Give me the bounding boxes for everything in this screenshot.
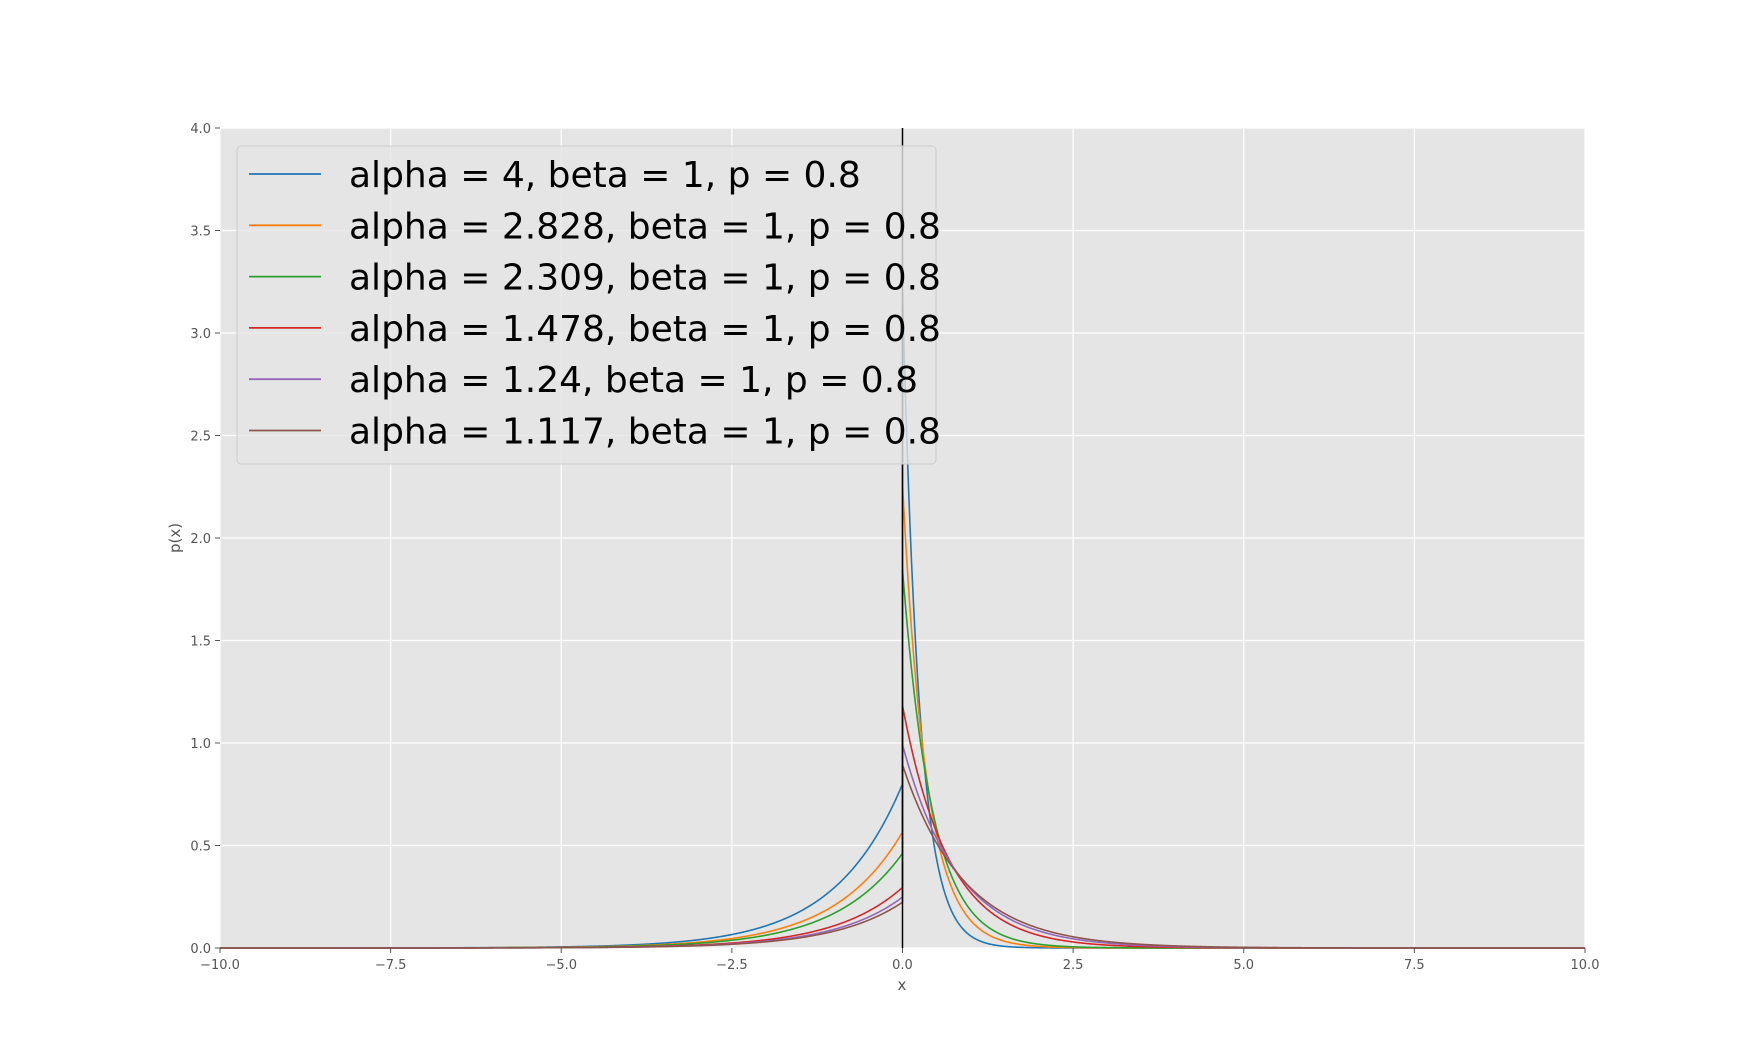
legend: alpha = 4, beta = 1, p = 0.8 alpha = 2.82…	[236, 145, 941, 465]
legend-label: alpha = 1.117, beta = 1, p = 0.8	[349, 412, 941, 453]
y-tick-label: 0.5	[190, 840, 211, 855]
legend-box	[236, 145, 937, 465]
y-tick-label: 1.0	[190, 737, 211, 752]
y-tick-label: 3.0	[190, 327, 211, 342]
x-tick-label: 5.0	[1233, 958, 1254, 973]
y-tick-label: 2.0	[190, 532, 211, 547]
x-axis-ticks: −10.0 −7.5 −5.0 −2.5 0.0 2.5 5.0 7.5 10.0	[200, 948, 1599, 973]
legend-label: alpha = 2.828, beta = 1, p = 0.8	[349, 206, 941, 247]
x-axis-label: x	[898, 976, 907, 994]
y-tick-label: 2.5	[190, 430, 211, 445]
legend-label: alpha = 1.478, beta = 1, p = 0.8	[349, 309, 941, 350]
y-tick-label: 0.0	[190, 942, 211, 957]
x-tick-label: −10.0	[200, 958, 240, 973]
legend-label: alpha = 4, beta = 1, p = 0.8	[349, 155, 861, 196]
y-axis-label: p(x)	[166, 523, 184, 553]
y-tick-label: 3.5	[190, 225, 211, 240]
x-tick-label: 10.0	[1571, 958, 1600, 973]
y-axis-ticks: 0.0 0.5 1.0 1.5 2.0 2.5 3.0 3.5 4.0	[190, 122, 220, 957]
legend-label: alpha = 2.309, beta = 1, p = 0.8	[349, 258, 941, 299]
x-tick-label: 7.5	[1404, 958, 1425, 973]
x-tick-label: −5.0	[545, 958, 577, 973]
x-tick-label: −7.5	[375, 958, 407, 973]
y-tick-label: 4.0	[190, 122, 211, 137]
y-tick-label: 1.5	[190, 635, 211, 650]
x-tick-label: 0.0	[892, 958, 913, 973]
x-tick-label: −2.5	[716, 958, 748, 973]
x-tick-label: 2.5	[1063, 958, 1084, 973]
legend-label: alpha = 1.24, beta = 1, p = 0.8	[349, 360, 918, 401]
